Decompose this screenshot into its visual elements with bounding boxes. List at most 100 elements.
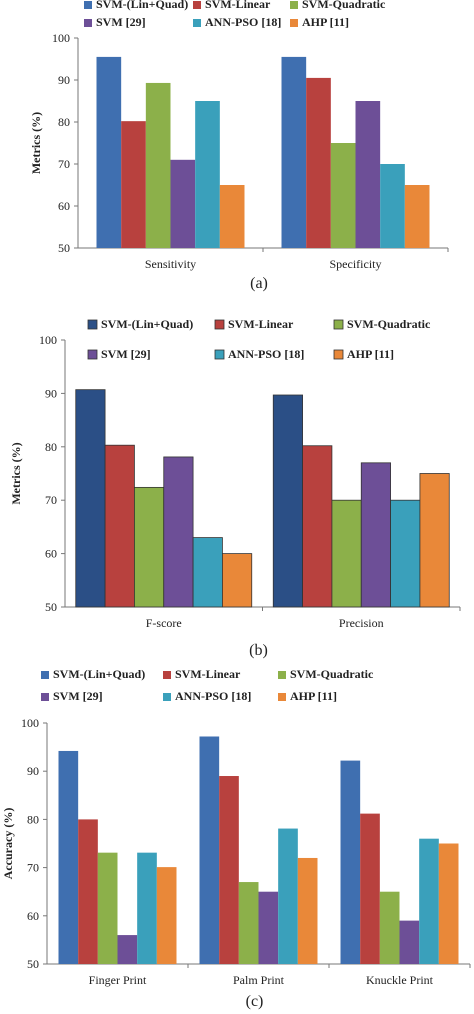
legend-swatch (193, 19, 201, 27)
bar-1 (75, 389, 106, 608)
x-category-label: Sensitivity (145, 257, 196, 271)
chart-panel-c: SVM-(Lin+Quad) SVM-Linear SVM-Quadratic SVM… (1, 667, 471, 1010)
legend-label: ANN-PSO [18] (228, 347, 304, 361)
bar-3 (238, 882, 259, 964)
bar-6 (219, 185, 245, 248)
bar-3 (331, 499, 362, 608)
legend-label: SVM-Linear (228, 317, 294, 331)
legend-swatch (214, 319, 225, 330)
y-tick-label: 70 (27, 861, 39, 875)
bar-6 (419, 473, 450, 608)
bar-2 (104, 444, 135, 608)
bar-1 (340, 760, 361, 964)
legend-label: SVM [29] (53, 689, 103, 703)
bar-5 (195, 101, 220, 248)
bar-1 (96, 56, 122, 249)
bar-5 (380, 164, 405, 248)
chart-panel-a: SVM-(Lin+Quad) SVM-Linear SVM-Quadratic SVM… (29, 0, 449, 292)
bar-3 (97, 852, 118, 964)
legend-swatch (278, 671, 286, 679)
legend-label: ANN-PSO [18] (205, 15, 281, 29)
bar-2 (78, 819, 98, 964)
bar-3 (330, 143, 356, 248)
legend-swatch (87, 349, 98, 360)
y-tick-label: 80 (27, 812, 39, 826)
y-tick-label: 100 (52, 31, 70, 45)
bar-4 (117, 935, 138, 964)
y-tick-label: 50 (45, 600, 57, 614)
bar-6 (297, 857, 318, 964)
y-tick-label: 50 (58, 241, 70, 255)
legend-label: AHP [11] (347, 347, 394, 361)
bar-6 (222, 553, 253, 608)
bar-4 (399, 920, 420, 964)
legend-swatch (87, 319, 98, 330)
legend-label: ANN-PSO [18] (175, 689, 251, 703)
panel-caption: (c) (246, 993, 264, 1010)
bar-1 (199, 736, 220, 964)
legend-swatch (333, 319, 344, 330)
y-tick-label: 60 (45, 547, 57, 561)
y-tick-label: 60 (27, 909, 39, 923)
panel-caption: (a) (250, 275, 268, 292)
y-tick-label: 100 (39, 333, 57, 347)
legend-swatch (41, 671, 49, 679)
bar-2 (306, 77, 331, 249)
legend-label: SVM [29] (96, 15, 146, 29)
legend-swatch (41, 693, 49, 701)
y-tick-label: 90 (27, 764, 39, 778)
legend-swatch (278, 693, 286, 701)
bar-4 (170, 159, 196, 248)
x-category-label: F-score (146, 616, 182, 630)
legend-label: AHP [11] (302, 15, 349, 29)
bar-4 (355, 101, 381, 248)
legend-swatch (84, 19, 92, 27)
bar-6 (404, 185, 430, 248)
bar-1 (272, 394, 303, 608)
legend-label: SVM-Linear (175, 667, 241, 681)
bar-4 (163, 456, 194, 608)
y-axis-label: Metrics (%) (29, 112, 43, 174)
legend-label: SVM-Quadratic (302, 0, 386, 11)
legend-swatch (163, 671, 171, 679)
y-tick-label: 100 (21, 716, 39, 730)
legend-label: SVM [29] (101, 347, 151, 361)
legend-swatch (163, 693, 171, 701)
x-category-label: Precision (339, 616, 384, 630)
bar-1 (281, 56, 307, 249)
y-axis-label: Metrics (%) (9, 442, 23, 504)
bar-2 (219, 776, 239, 964)
y-tick-label: 80 (45, 440, 57, 454)
y-tick-label: 50 (27, 957, 39, 971)
x-category-label: Palm Print (233, 973, 285, 987)
legend-swatch (290, 1, 298, 9)
panel-caption: (b) (249, 642, 268, 659)
legend-swatch (290, 19, 298, 27)
x-category-label: Knuckle Print (366, 973, 434, 987)
bar-4 (258, 891, 279, 964)
bar-5 (419, 838, 439, 964)
bar-5 (390, 499, 421, 608)
x-category-label: Finger Print (89, 973, 147, 987)
bar-5 (278, 828, 298, 964)
y-tick-label: 90 (58, 73, 70, 87)
chart-panel-b: SVM-(Lin+Quad) SVM-Linear SVM-Quadratic SVM… (9, 317, 461, 659)
bar-6 (438, 843, 459, 964)
y-tick-label: 70 (58, 157, 70, 171)
bar-3 (145, 82, 171, 248)
legend-label: SVM-Linear (205, 0, 271, 11)
bar-5 (137, 852, 157, 964)
bar-3 (134, 486, 165, 608)
x-category-label: Specificity (330, 257, 382, 271)
bar-3 (379, 891, 400, 964)
legend-label: SVM-(Lin+Quad) (96, 0, 188, 11)
y-tick-label: 90 (45, 386, 57, 400)
legend-swatch (333, 349, 344, 360)
legend-swatch (193, 1, 201, 9)
bar-2 (302, 445, 333, 608)
legend-swatch (84, 1, 92, 9)
legend-label: AHP [11] (290, 689, 337, 703)
bar-2 (121, 121, 146, 248)
legend-swatch (214, 349, 225, 360)
